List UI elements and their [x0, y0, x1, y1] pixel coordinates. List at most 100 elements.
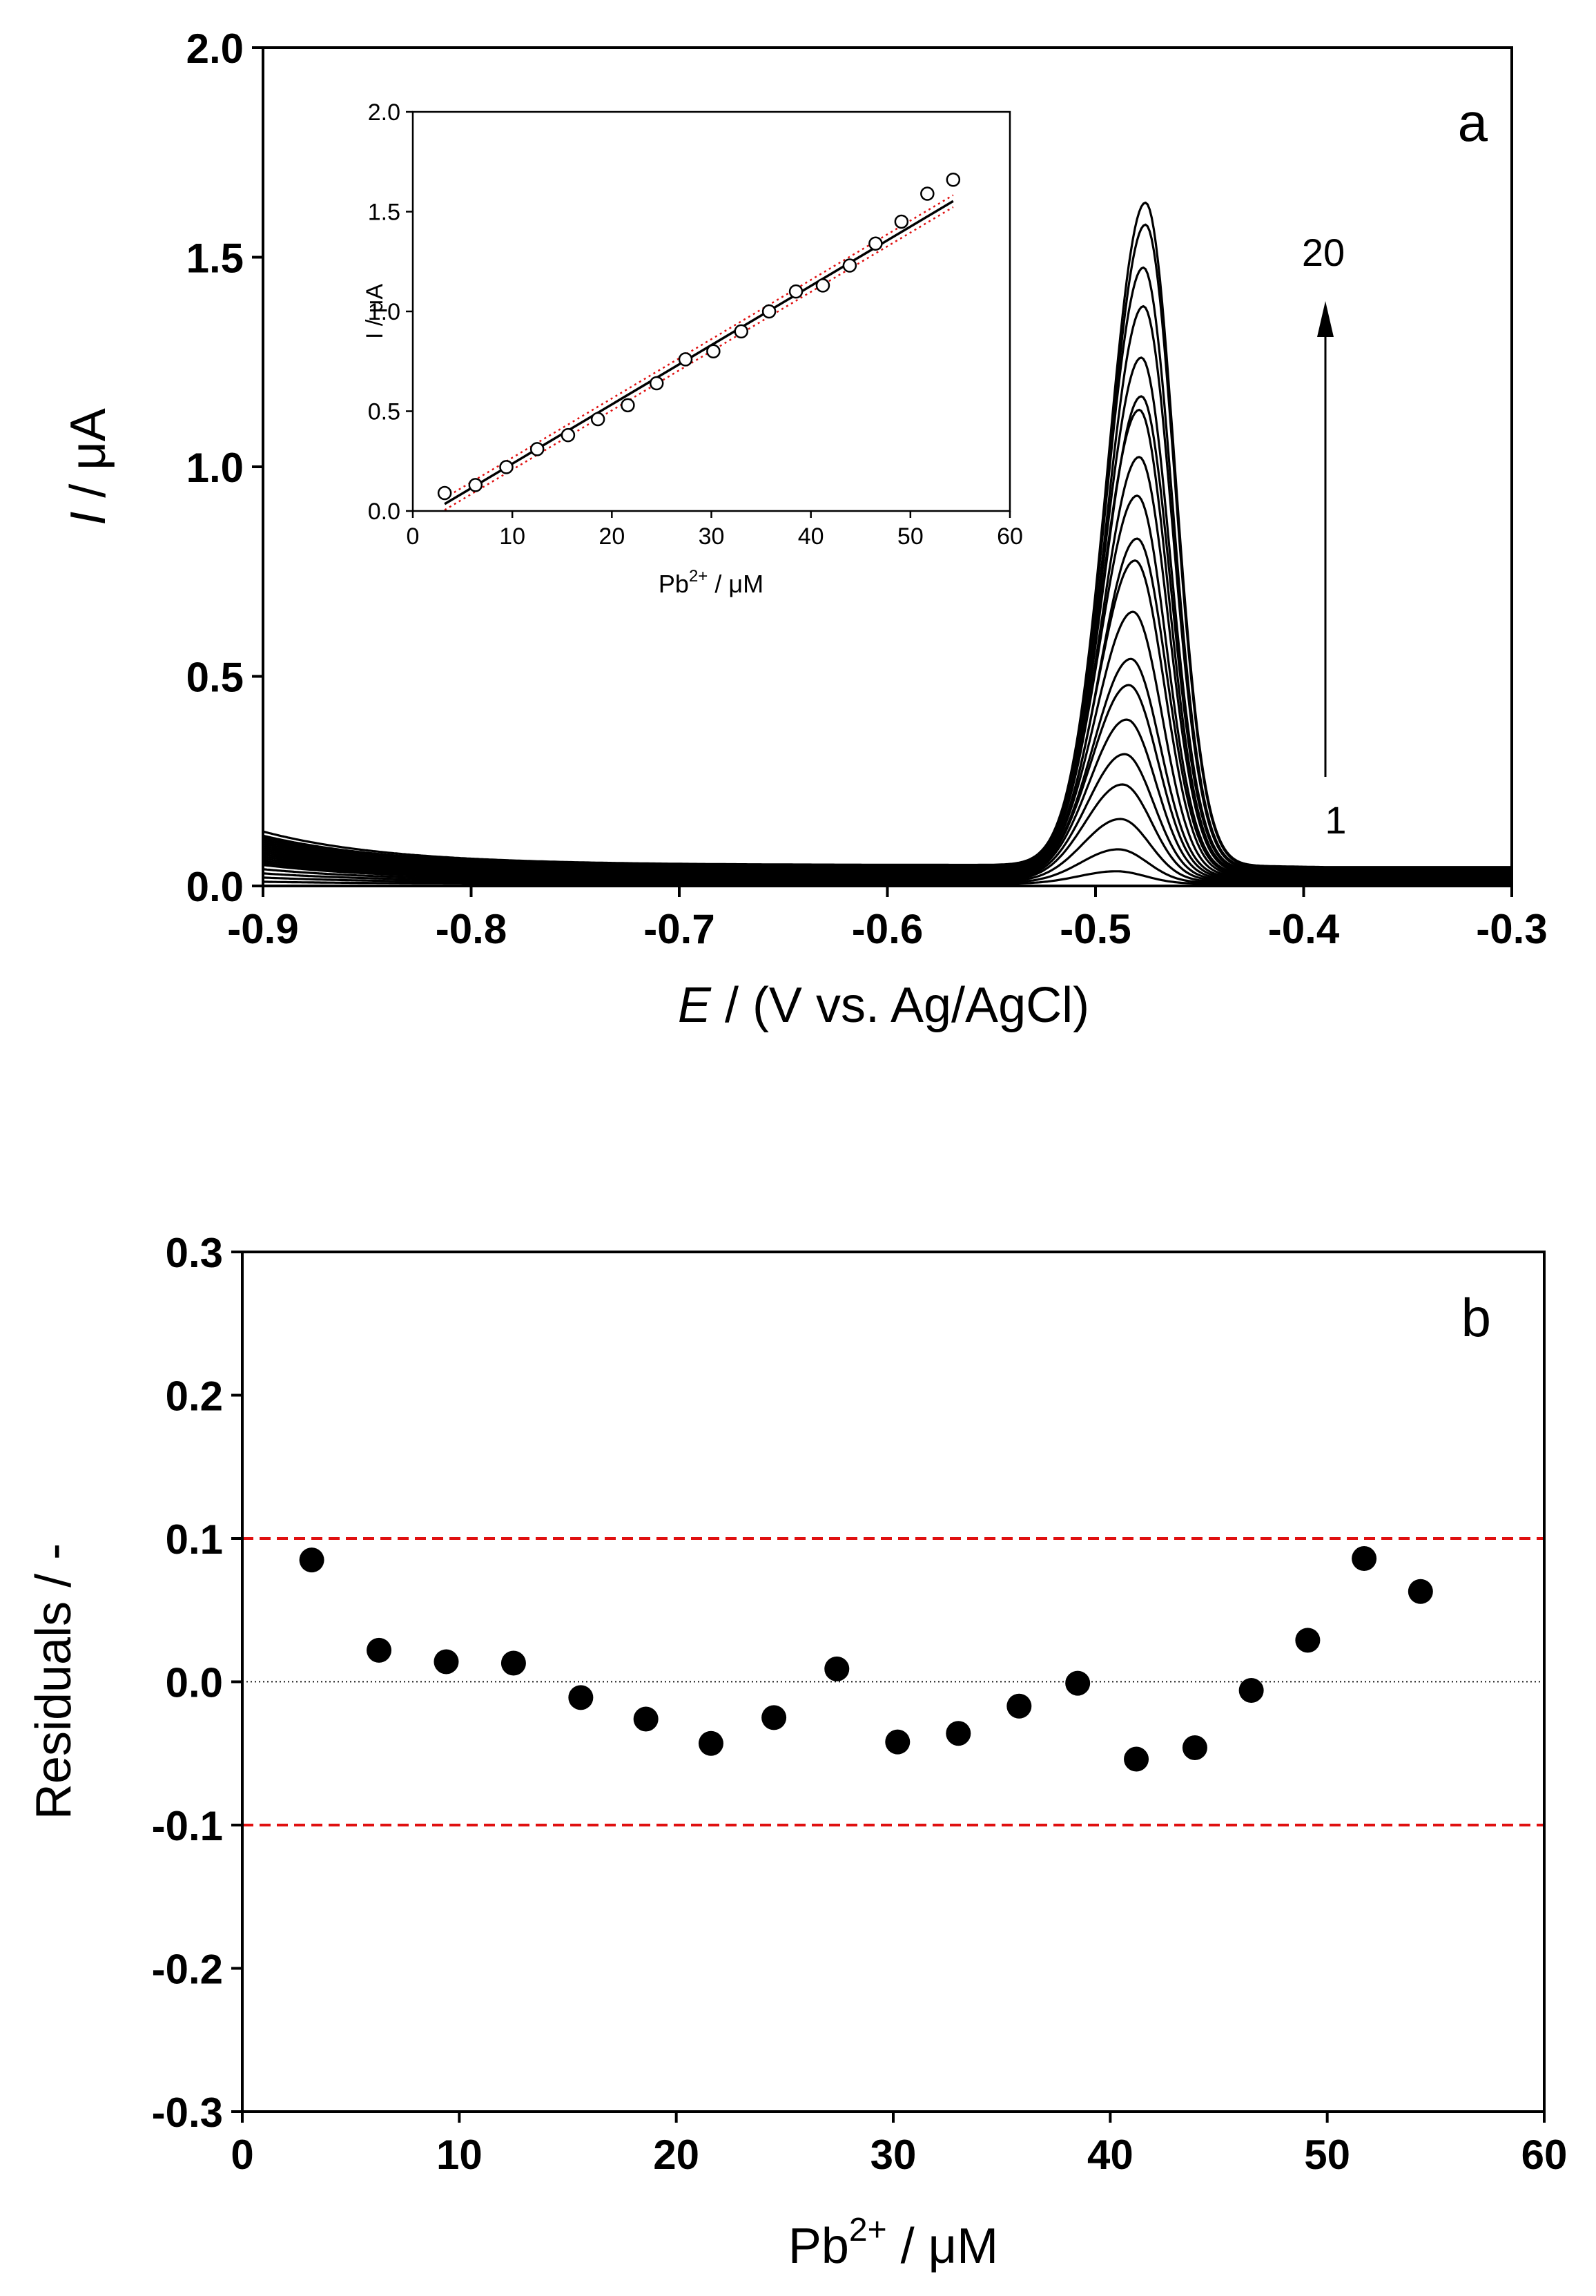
y-tick-label: 0.3 [166, 1230, 223, 1276]
y-tick-label: 1.0 [186, 445, 244, 491]
inset-x-tick-label: 50 [897, 523, 924, 550]
inset-data-point [761, 304, 777, 319]
residual-point [946, 1721, 971, 1746]
inset-data-point [621, 398, 635, 413]
inset-x-tick-label: 10 [499, 523, 525, 550]
residual-point [761, 1705, 787, 1730]
inset-x-tick-label: 30 [699, 523, 725, 550]
residual-point [1238, 1677, 1264, 1703]
inset-x-axis-label: Pb2+ / μM [659, 567, 763, 598]
arrow-label-top: 20 [1302, 231, 1345, 274]
panel-b-x-ticks: 0 10 20 30 40 50 60 [231, 2112, 1567, 2178]
inset-data-point [815, 278, 830, 293]
panel-b-x-axis-label: Pb2+ / μM [788, 2212, 998, 2274]
residual-point [1006, 1693, 1032, 1719]
panel-a-y-ticks: 0.0 0.5 1.0 1.5 2.0 [186, 26, 263, 910]
y-tick-label: -0.1 [152, 1803, 223, 1849]
linear-fit-line [444, 200, 954, 505]
residual-points [299, 1546, 1433, 1772]
inset-data-point [788, 284, 804, 299]
x-tick-label: 40 [1087, 2132, 1133, 2178]
inset-x-ticks: 0 10 20 30 40 50 60 [407, 511, 1023, 550]
inset-x-tick-label: 40 [798, 523, 824, 550]
x-tick-label: -0.9 [227, 906, 298, 952]
y-tick-label: -0.3 [152, 2090, 223, 2136]
residual-point [824, 1656, 850, 1681]
residual-point [885, 1729, 911, 1755]
x-tick-label: -0.5 [1060, 906, 1131, 952]
y-tick-label: -0.2 [152, 1947, 223, 1993]
inset-fit-lines [444, 194, 954, 511]
residual-point [633, 1706, 659, 1732]
residual-point [568, 1685, 594, 1710]
inset-y-tick-label: 0.5 [368, 399, 400, 425]
y-axis-label-unit: / μA [61, 408, 116, 512]
y-tick-label: 0.2 [166, 1373, 223, 1420]
increase-arrow-head [1317, 301, 1334, 337]
residual-point [1408, 1579, 1433, 1604]
inset-data-point [920, 186, 935, 201]
y-tick-label: 2.0 [186, 26, 244, 72]
inset-data-point [678, 352, 693, 367]
inset-data-point [561, 427, 576, 443]
residual-point [698, 1730, 723, 1756]
residual-point [299, 1547, 324, 1573]
x-tick-label: -0.4 [1268, 906, 1340, 952]
inset-y-tick-label: 2.0 [368, 99, 400, 126]
panel-a-y-axis-label: I / μA [61, 408, 116, 525]
inset-data-point [529, 442, 545, 456]
y-tick-label: 0.5 [186, 655, 244, 701]
residual-point [1124, 1746, 1149, 1772]
x-tick-label: 50 [1304, 2132, 1350, 2178]
inset-points [437, 173, 961, 501]
x-tick-label: 30 [870, 2132, 917, 2178]
x-tick-label: -0.6 [852, 906, 923, 952]
inset-data-point [468, 478, 483, 492]
y-tick-label: 0.0 [166, 1660, 223, 1706]
x-tick-label: -0.7 [643, 906, 714, 952]
inset-y-ticks: 0.0 0.5 1.0 1.5 2.0 [368, 99, 413, 525]
residual-point [434, 1649, 459, 1675]
x-axis-label-symbol: E [678, 978, 712, 1033]
residual-reference-lines [242, 1537, 1544, 1826]
residual-point [1295, 1628, 1321, 1653]
panel-b-y-axis-label: Residuals / - [26, 1543, 81, 1820]
inset-data-point [590, 412, 605, 427]
inset-data-point [868, 236, 883, 251]
inset-y-axis-label: I / μA [362, 284, 388, 339]
panel-a-x-axis-label: E / (V vs. Ag/AgCl) [678, 978, 1089, 1033]
inset-data-point [706, 344, 721, 359]
residual-point [1182, 1735, 1207, 1760]
residual-point [1352, 1546, 1377, 1572]
inset-data-point [894, 214, 909, 229]
residual-point [500, 1650, 526, 1676]
inset-x-tick-label: 60 [997, 523, 1023, 550]
inset-data-point [842, 258, 857, 273]
inset-y-tick-label: 1.5 [368, 200, 400, 226]
x-axis-label-unit: / (V vs. Ag/AgCl) [711, 978, 1089, 1033]
inset-data-point [649, 376, 664, 391]
calibration-inset: 0 10 20 30 40 50 60 0.00.51.01.52.0 Pb2+ / μM … [362, 99, 1023, 598]
x-tick-label: -0.3 [1476, 906, 1547, 952]
confidence-band-upper [444, 194, 954, 499]
residual-point [367, 1637, 392, 1663]
x-tick-label: 60 [1521, 2132, 1568, 2178]
x-tick-label: 0 [231, 2132, 253, 2178]
panel-a-label: a [1458, 92, 1488, 153]
x-tick-label: 20 [653, 2132, 699, 2178]
inset-data-point [734, 324, 748, 339]
panel-a-x-ticks: -0.9 -0.8 -0.7 -0.6 -0.5 -0.4 -0.3 [227, 886, 1548, 952]
inset-y-tick-label: 1.0 [368, 299, 400, 325]
panel-b-y-ticks: -0.3 -0.2 -0.1 0.0 0.1 0.2 0.3 [152, 1230, 242, 2136]
y-tick-label: 0.1 [166, 1516, 223, 1563]
panel-b-label: b [1461, 1287, 1491, 1348]
y-tick-label: 0.0 [186, 864, 244, 910]
inset-data-point [946, 173, 961, 187]
panel-b: 0 10 20 30 40 50 60 -0.3 -0.2 -0.1 0.0 0.1 0.2 0.3 b… [26, 1230, 1567, 2274]
inset-x-tick-label: 0 [407, 523, 420, 550]
voltammogram-curves [262, 201, 1512, 887]
inset-x-tick-label: 20 [598, 523, 625, 550]
x-tick-label: -0.8 [436, 906, 507, 952]
inset-data-point [499, 460, 514, 474]
